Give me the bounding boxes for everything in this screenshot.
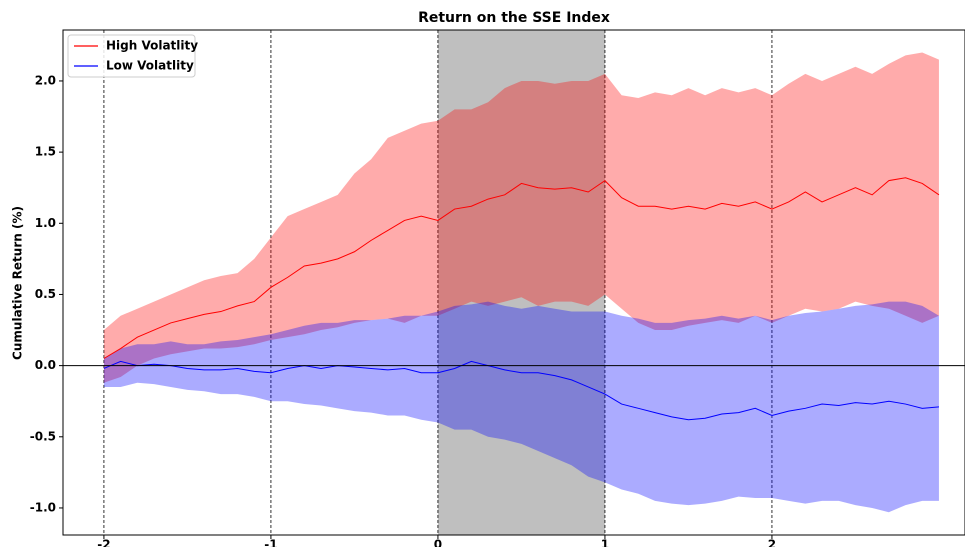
x-tick-label: 1 (601, 538, 609, 547)
y-tick-label: 0.5 (35, 287, 56, 301)
x-tick-label: 0 (434, 538, 442, 547)
y-tick-label: 1.0 (35, 216, 56, 230)
legend-label: High Volatlity (106, 39, 198, 53)
confidence-band (103, 52, 939, 383)
y-tick-label: 1.5 (35, 145, 56, 159)
x-tick-label: -1 (264, 538, 277, 547)
chart-title: Return on the SSE Index (418, 10, 610, 26)
y-tick-label: 0.0 (35, 358, 56, 372)
series-line (103, 177, 940, 359)
axes-frame (62, 29, 965, 536)
y-tick-label: 2.0 (35, 73, 56, 87)
x-tick-label: 2 (768, 538, 776, 547)
confidence-band (103, 301, 939, 513)
y-tick-label: -0.5 (30, 429, 56, 443)
shaded-span (437, 30, 605, 535)
legend-label: Low Volatlity (106, 59, 194, 73)
series-line (103, 360, 939, 421)
y-axis-label: Cumulative Return (%) (11, 206, 25, 360)
legend-box (67, 34, 196, 78)
x-tick-label: -2 (97, 538, 110, 547)
y-tick-label: -1.0 (30, 500, 56, 514)
